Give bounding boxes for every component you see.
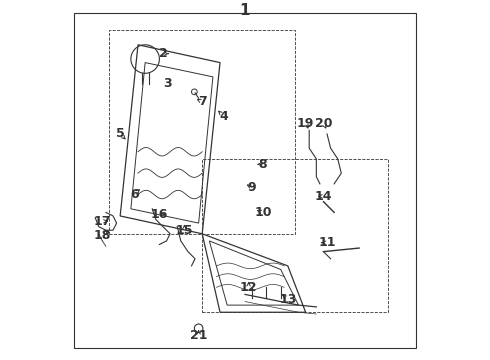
Bar bbox=[109, 31, 295, 234]
Text: 4: 4 bbox=[219, 109, 228, 123]
Text: 21: 21 bbox=[190, 329, 207, 342]
Text: 2: 2 bbox=[159, 47, 168, 60]
Text: 15: 15 bbox=[175, 224, 193, 237]
Text: 10: 10 bbox=[254, 206, 271, 219]
Text: 5: 5 bbox=[116, 127, 124, 140]
Text: 6: 6 bbox=[130, 188, 139, 201]
Text: 16: 16 bbox=[151, 208, 168, 221]
Text: 18: 18 bbox=[94, 229, 111, 242]
Text: 14: 14 bbox=[315, 190, 332, 203]
Text: 7: 7 bbox=[198, 95, 207, 108]
Text: 9: 9 bbox=[248, 181, 256, 194]
Text: 17: 17 bbox=[94, 215, 111, 228]
Bar bbox=[202, 159, 388, 312]
Text: 19: 19 bbox=[297, 117, 314, 130]
Text: 3: 3 bbox=[163, 77, 172, 90]
Text: 11: 11 bbox=[318, 236, 336, 249]
Text: 12: 12 bbox=[240, 281, 257, 294]
Text: 20: 20 bbox=[315, 117, 332, 130]
Text: 13: 13 bbox=[279, 293, 296, 306]
Text: 8: 8 bbox=[259, 158, 267, 171]
Text: 1: 1 bbox=[240, 3, 250, 18]
